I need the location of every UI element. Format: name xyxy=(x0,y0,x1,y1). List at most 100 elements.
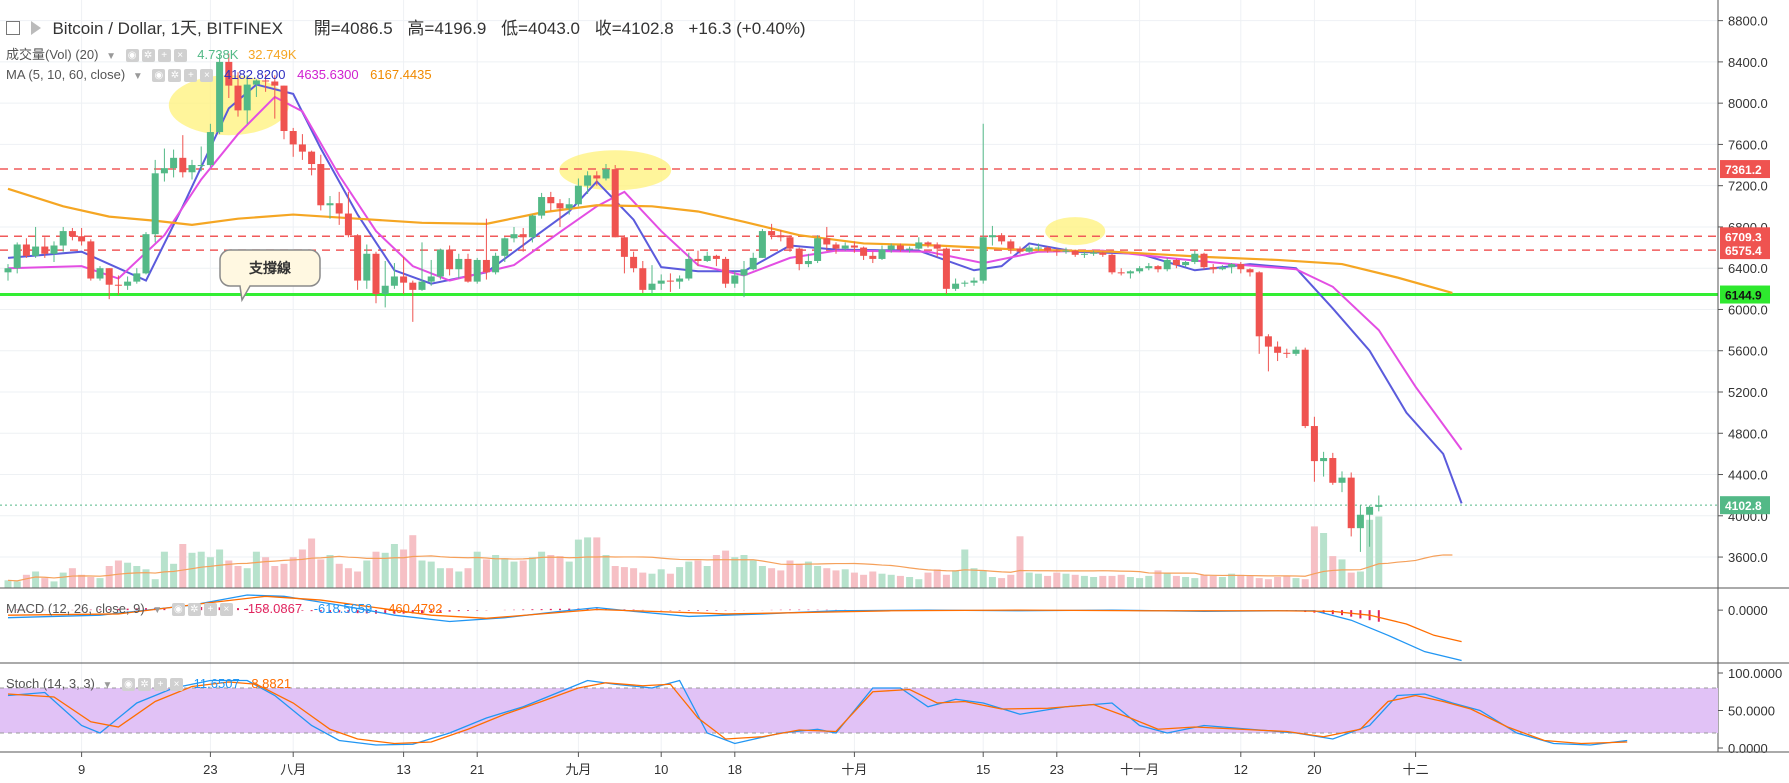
candle[interactable] xyxy=(427,259,435,286)
candle[interactable] xyxy=(1154,265,1162,273)
plus-icon[interactable]: + xyxy=(184,69,198,83)
candle[interactable] xyxy=(390,263,398,289)
candle[interactable] xyxy=(473,257,481,284)
candle[interactable] xyxy=(1099,251,1107,257)
eye-icon[interactable]: ◉ xyxy=(122,678,136,692)
chevron-down-icon[interactable]: ▼ xyxy=(106,51,116,62)
candle[interactable] xyxy=(1136,266,1144,274)
candle[interactable] xyxy=(832,242,840,254)
macd-legend[interactable]: MACD (12, 26, close, 9) ▼ ◉ ✲ + × -158.0867… xyxy=(6,601,442,617)
candle[interactable] xyxy=(206,123,214,168)
candle[interactable] xyxy=(1182,260,1190,268)
candle[interactable] xyxy=(584,171,592,194)
candle[interactable] xyxy=(243,75,251,124)
candle[interactable] xyxy=(492,252,500,275)
candle[interactable] xyxy=(804,253,812,268)
chevron-down-icon[interactable]: ▼ xyxy=(102,680,113,691)
candle[interactable] xyxy=(280,85,288,140)
candle[interactable] xyxy=(519,227,527,252)
candle[interactable] xyxy=(1356,505,1364,552)
candle[interactable] xyxy=(1062,247,1070,254)
candle[interactable] xyxy=(602,164,610,181)
candle[interactable] xyxy=(335,191,343,225)
candle[interactable] xyxy=(381,260,389,308)
candle[interactable] xyxy=(565,198,573,215)
candle[interactable] xyxy=(869,251,877,264)
candle[interactable] xyxy=(896,243,904,252)
candle[interactable] xyxy=(1338,471,1346,493)
candle[interactable] xyxy=(326,196,334,219)
candle[interactable] xyxy=(676,275,684,289)
candle[interactable] xyxy=(1007,239,1015,254)
candle[interactable] xyxy=(344,191,352,238)
stoch-label[interactable]: Stoch (14, 3, 3) xyxy=(6,676,95,691)
candle[interactable] xyxy=(648,265,656,294)
candle[interactable] xyxy=(354,234,362,290)
candle[interactable] xyxy=(574,178,582,207)
candle[interactable] xyxy=(1366,505,1374,547)
candle[interactable] xyxy=(22,238,30,258)
candle[interactable] xyxy=(1034,243,1042,251)
candle[interactable] xyxy=(4,264,12,281)
gear-icon[interactable]: ✲ xyxy=(141,49,155,63)
candle[interactable] xyxy=(694,250,702,267)
candle[interactable] xyxy=(814,235,822,264)
eye-icon[interactable]: ◉ xyxy=(125,49,139,63)
candle[interactable] xyxy=(1292,346,1300,356)
candle[interactable] xyxy=(188,159,196,180)
candle[interactable] xyxy=(1044,246,1052,253)
candle[interactable] xyxy=(1310,416,1318,482)
candle[interactable] xyxy=(13,242,21,274)
candle[interactable] xyxy=(68,227,76,241)
candle[interactable] xyxy=(556,199,564,227)
candle[interactable] xyxy=(1264,334,1272,372)
plus-icon[interactable]: + xyxy=(157,49,171,63)
macd-label[interactable]: MACD (12, 26, close, 9) xyxy=(6,601,145,616)
candle[interactable] xyxy=(1209,264,1217,274)
candle[interactable] xyxy=(786,235,794,252)
ma-label[interactable]: MA (5, 10, 60, close) xyxy=(6,67,126,82)
collapse-icon[interactable] xyxy=(6,21,20,35)
candle[interactable] xyxy=(1163,257,1171,272)
candle[interactable] xyxy=(1191,250,1199,265)
candle[interactable] xyxy=(1375,495,1383,512)
candle[interactable] xyxy=(1283,348,1291,358)
vol-label[interactable]: 成交量(Vol) (20) xyxy=(6,47,99,62)
candle[interactable] xyxy=(87,239,95,281)
gear-icon[interactable]: ✲ xyxy=(187,603,201,617)
candle[interactable] xyxy=(942,247,950,294)
gear-icon[interactable]: ✲ xyxy=(138,678,152,692)
candle[interactable] xyxy=(630,251,638,273)
candle[interactable] xyxy=(731,271,739,288)
candle[interactable] xyxy=(915,237,923,250)
candle[interactable] xyxy=(666,273,674,292)
candle[interactable] xyxy=(1090,250,1098,256)
gear-icon[interactable]: ✲ xyxy=(168,69,182,83)
candle[interactable] xyxy=(952,278,960,291)
candle[interactable] xyxy=(906,246,914,253)
candle[interactable] xyxy=(657,274,665,290)
candle[interactable] xyxy=(32,226,40,258)
candle[interactable] xyxy=(170,149,178,178)
candle[interactable] xyxy=(1218,265,1226,271)
candle[interactable] xyxy=(1016,246,1024,254)
candle[interactable] xyxy=(400,256,408,294)
candle[interactable] xyxy=(501,237,509,263)
candle[interactable] xyxy=(1200,252,1208,270)
chevron-down-icon[interactable]: ▼ xyxy=(152,605,163,616)
candle[interactable] xyxy=(105,268,113,300)
candle[interactable] xyxy=(777,230,785,242)
candle[interactable] xyxy=(317,154,325,211)
candle[interactable] xyxy=(1274,341,1282,362)
candle[interactable] xyxy=(363,244,371,289)
candle[interactable] xyxy=(611,165,619,238)
candle[interactable] xyxy=(1301,347,1309,429)
flag-icon[interactable] xyxy=(30,21,41,35)
close-icon[interactable]: × xyxy=(173,49,187,63)
candle[interactable] xyxy=(464,253,472,283)
candle[interactable] xyxy=(1255,271,1263,354)
candle[interactable] xyxy=(133,268,141,284)
candle[interactable] xyxy=(160,148,168,182)
symbol-title[interactable]: Bitcoin / Dollar, 1天, BITFINEX xyxy=(52,19,283,38)
candle[interactable] xyxy=(933,242,941,257)
